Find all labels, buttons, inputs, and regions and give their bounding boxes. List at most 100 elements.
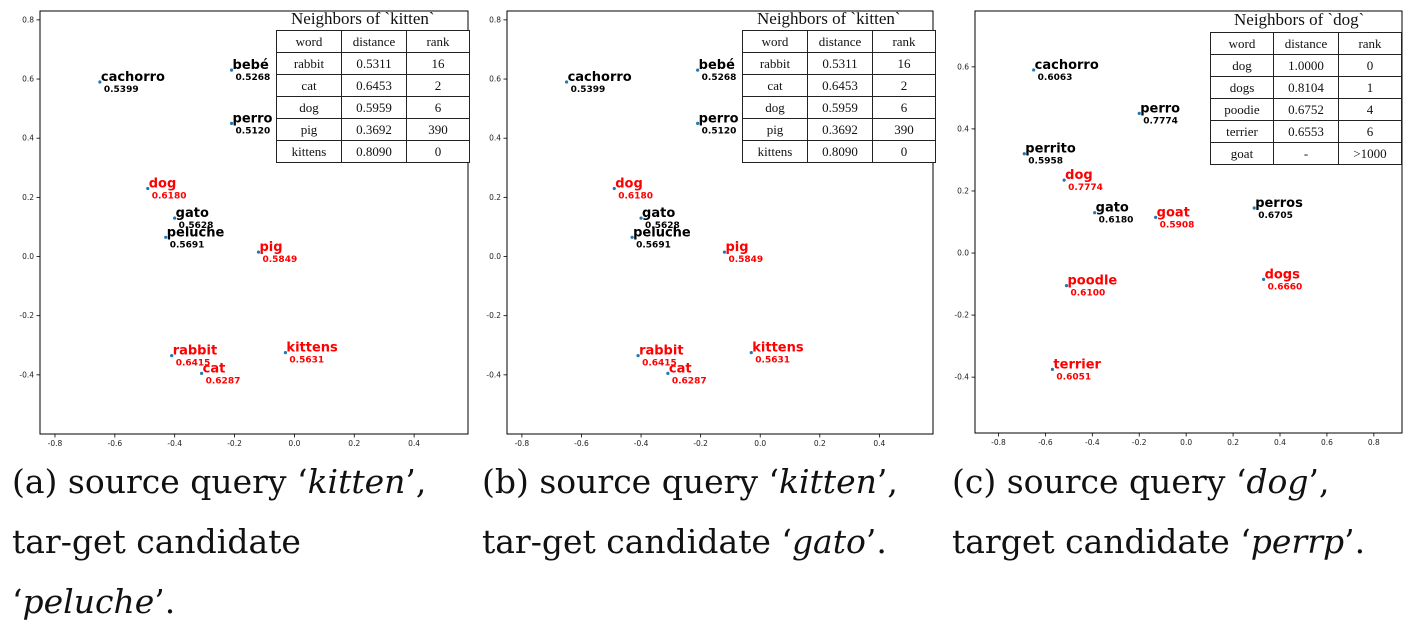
point-label: bebé	[699, 58, 735, 73]
x-tick-label: -0.8	[991, 438, 1006, 447]
table-cell: 1	[1338, 76, 1402, 99]
point-marker	[98, 80, 102, 84]
point-label: gato	[176, 206, 209, 221]
caption-query: kitten	[779, 462, 877, 501]
point-score: 0.7774	[1143, 116, 1178, 126]
table-cell: dogs	[1210, 76, 1274, 99]
y-tick-label: -0.2	[954, 311, 969, 320]
point-label: goat	[1157, 205, 1190, 220]
table-cell: 0.8090	[807, 140, 873, 163]
x-tick-label: 0.0	[754, 439, 766, 448]
point-marker	[696, 121, 700, 126]
x-tick-label: 0.4	[873, 439, 885, 448]
x-tick-label: -0.6	[574, 439, 589, 448]
x-tick-label: -0.6	[1038, 438, 1053, 447]
y-tick-label: 0.2	[957, 186, 969, 195]
table-cell: poodie	[1210, 98, 1274, 121]
table-header-row: word distance rank	[742, 30, 936, 53]
point-score: 0.6100	[1071, 289, 1106, 299]
table-cell: 6	[872, 96, 936, 119]
table-cell: 0.5959	[341, 96, 407, 119]
point-score: 0.5908	[1160, 220, 1195, 230]
table-cell: rabbit	[276, 52, 342, 75]
table-cell: 0.5311	[807, 52, 873, 75]
x-tick-label: 0.2	[348, 439, 360, 448]
table-cell: rabbit	[742, 52, 808, 75]
point-label: peluche	[167, 225, 225, 240]
table-cell: kittens	[742, 140, 808, 163]
table-cell: pig	[742, 118, 808, 141]
column-header: word	[276, 30, 342, 53]
point-label: rabbit	[173, 344, 217, 359]
caption-target: peluche	[22, 582, 155, 621]
point-score: 0.5628	[645, 221, 680, 231]
point-label: rabbit	[639, 344, 683, 359]
point-label: perro	[233, 111, 273, 126]
table-row: dog 0.5959 6	[742, 96, 936, 119]
table-cell: terrier	[1210, 120, 1274, 143]
point-marker	[639, 216, 643, 220]
table-title-a: Neighbors of `kitten`	[291, 9, 435, 28]
column-header: rank	[406, 30, 470, 53]
point-label: pig	[725, 240, 748, 255]
point-label: kittens	[286, 341, 338, 356]
point-label: perro	[1140, 101, 1180, 116]
table-row: kittens 0.8090 0	[742, 140, 936, 163]
table-cell: 0	[1338, 54, 1402, 77]
table-row: cat 0.6453 2	[276, 74, 470, 97]
point-score: 0.7774	[1068, 183, 1103, 193]
y-tick-label: 0.4	[957, 124, 969, 133]
table-cell: 2	[872, 74, 936, 97]
point-score: 0.5849	[728, 255, 763, 265]
panel-c: -0.8 -0.6 -0.4 -0.2 0.0 0.2 0.4 0.6 0.8 0.6 0.4 0.2…	[940, 0, 1410, 561]
y-tick-label: 0.2	[489, 193, 501, 202]
point-marker	[200, 371, 204, 375]
point-label: bebé	[233, 58, 269, 73]
caption-b: (b) source query ‘kitten’, tar-get candi…	[482, 452, 944, 572]
table-row: dogs 0.8104 1	[1210, 76, 1402, 99]
point-score: 0.5691	[170, 240, 205, 250]
x-tick-label: 0.4	[1274, 438, 1286, 447]
column-header: distance	[341, 30, 407, 53]
y-tick-label: 0.6	[22, 75, 34, 84]
point-score: 0.6051	[1056, 372, 1091, 382]
table-title-b: Neighbors of `kitten`	[757, 9, 901, 28]
table-cell: 0.6752	[1273, 98, 1339, 121]
caption-middle: ’, tar-get candidate ‘	[12, 462, 427, 621]
table-cell: cat	[276, 74, 342, 97]
table-cell: 0.8090	[341, 140, 407, 163]
x-tick-label: -0.2	[227, 439, 242, 448]
point-marker	[1032, 68, 1036, 72]
table-cell: -	[1273, 142, 1339, 165]
x-tick-label: -0.4	[634, 439, 649, 448]
table-cell: 0	[406, 140, 470, 163]
table-row: pig 0.3692 390	[742, 118, 936, 141]
y-tick-label: 0.0	[957, 249, 969, 258]
table-title-c: Neighbors of `dog`	[1234, 10, 1365, 29]
point-marker	[1022, 152, 1026, 156]
point-label: dogs	[1265, 267, 1301, 282]
x-tick-label: -0.4	[167, 439, 182, 448]
point-score: 0.5628	[179, 221, 214, 231]
table-row: dog 1.0000 0	[1210, 54, 1402, 77]
scatter-plot-a: -0.8 -0.6 -0.4 -0.2 0.0 0.2 0.4 0.8 0.6 0.4 0.2 0.0…	[19, 10, 469, 448]
point-marker	[146, 186, 150, 191]
column-header: distance	[1273, 32, 1339, 55]
y-tick-label: 0.8	[489, 15, 501, 24]
point-label: cachorro	[1035, 58, 1099, 73]
y-tick-label: 0.2	[22, 193, 34, 202]
x-tick-label: -0.4	[1085, 438, 1100, 447]
y-tick-label: 0.0	[489, 252, 501, 261]
point-label: perrito	[1025, 142, 1076, 157]
